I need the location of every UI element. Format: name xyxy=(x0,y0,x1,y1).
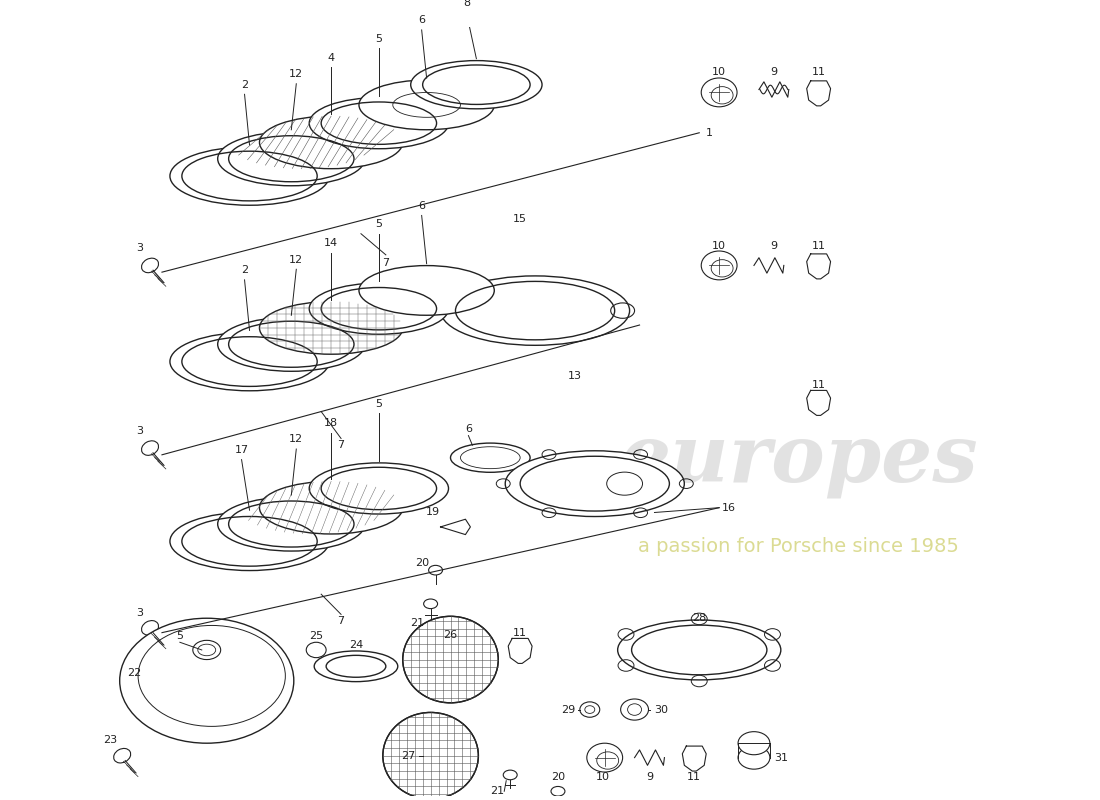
Ellipse shape xyxy=(403,616,498,703)
Ellipse shape xyxy=(618,620,781,680)
Text: 21: 21 xyxy=(491,786,504,796)
Ellipse shape xyxy=(505,450,684,517)
Text: 9: 9 xyxy=(646,772,653,782)
Text: 9: 9 xyxy=(770,242,778,251)
Ellipse shape xyxy=(451,443,530,472)
Text: 12: 12 xyxy=(289,69,304,79)
Text: 11: 11 xyxy=(812,67,826,78)
Text: 20: 20 xyxy=(416,558,430,569)
Text: 18: 18 xyxy=(324,418,338,428)
Text: 7: 7 xyxy=(383,258,389,267)
Text: 17: 17 xyxy=(234,445,249,455)
Text: 3: 3 xyxy=(136,243,144,253)
Text: 10: 10 xyxy=(596,772,609,782)
Text: 8: 8 xyxy=(463,0,470,8)
Text: 11: 11 xyxy=(812,242,826,251)
Ellipse shape xyxy=(309,283,449,334)
Text: 10: 10 xyxy=(712,67,726,78)
Text: a passion for Porsche since 1985: a passion for Porsche since 1985 xyxy=(638,537,959,556)
Ellipse shape xyxy=(169,147,329,206)
Text: 5: 5 xyxy=(375,34,383,43)
Ellipse shape xyxy=(218,132,365,186)
Text: 12: 12 xyxy=(289,434,304,445)
Text: 10: 10 xyxy=(712,242,726,251)
Text: 15: 15 xyxy=(514,214,527,224)
Ellipse shape xyxy=(410,61,542,109)
Text: 30: 30 xyxy=(654,705,669,714)
Ellipse shape xyxy=(169,332,329,390)
Text: 27: 27 xyxy=(402,750,416,761)
Text: 31: 31 xyxy=(773,753,788,762)
Ellipse shape xyxy=(120,618,294,743)
Text: 13: 13 xyxy=(568,371,582,381)
Text: 26: 26 xyxy=(443,630,458,639)
Text: 5: 5 xyxy=(375,399,383,409)
Text: 14: 14 xyxy=(324,238,338,248)
Text: 6: 6 xyxy=(418,201,426,211)
Ellipse shape xyxy=(309,98,449,149)
Text: 7: 7 xyxy=(338,440,344,450)
Ellipse shape xyxy=(441,276,629,346)
Ellipse shape xyxy=(359,80,494,130)
Text: 16: 16 xyxy=(722,502,736,513)
Ellipse shape xyxy=(260,482,403,534)
Ellipse shape xyxy=(315,651,398,682)
Text: 20: 20 xyxy=(551,772,565,782)
Ellipse shape xyxy=(260,116,403,169)
Ellipse shape xyxy=(738,732,770,754)
Ellipse shape xyxy=(169,512,329,570)
Text: 9: 9 xyxy=(770,67,778,78)
Text: 4: 4 xyxy=(328,53,334,62)
Ellipse shape xyxy=(607,472,642,495)
Ellipse shape xyxy=(620,699,649,720)
Ellipse shape xyxy=(383,713,478,799)
Text: 3: 3 xyxy=(136,426,144,436)
Text: 2: 2 xyxy=(241,266,249,275)
Text: 3: 3 xyxy=(136,609,144,618)
Ellipse shape xyxy=(218,318,365,371)
Text: 2: 2 xyxy=(241,80,249,90)
Text: 11: 11 xyxy=(514,628,527,638)
Text: 28: 28 xyxy=(692,614,706,623)
Text: 23: 23 xyxy=(103,735,118,746)
Text: 12: 12 xyxy=(289,254,304,265)
Text: 22: 22 xyxy=(126,668,141,678)
Text: 6: 6 xyxy=(418,15,426,26)
Text: 25: 25 xyxy=(309,630,323,641)
Ellipse shape xyxy=(738,746,770,769)
Text: 5: 5 xyxy=(176,630,184,641)
Text: 11: 11 xyxy=(812,380,826,390)
Ellipse shape xyxy=(359,266,494,315)
Text: 19: 19 xyxy=(426,507,440,518)
Text: 6: 6 xyxy=(465,424,472,434)
Text: 29: 29 xyxy=(561,705,575,714)
Text: 11: 11 xyxy=(688,772,702,782)
Text: 7: 7 xyxy=(338,616,344,626)
Ellipse shape xyxy=(218,497,365,551)
Text: 5: 5 xyxy=(375,219,383,229)
Text: 24: 24 xyxy=(349,640,363,650)
Text: europes: europes xyxy=(619,421,978,498)
Ellipse shape xyxy=(260,302,403,354)
Ellipse shape xyxy=(309,463,449,514)
Text: 21: 21 xyxy=(410,618,425,628)
Text: 1: 1 xyxy=(706,128,713,138)
